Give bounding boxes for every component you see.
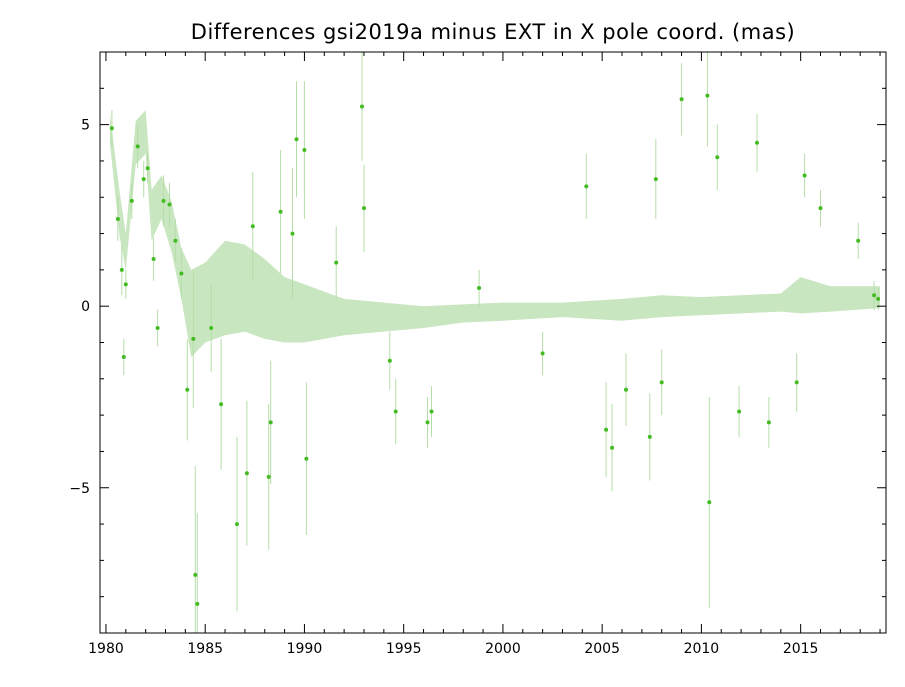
y-tick-label: −5 <box>69 481 90 497</box>
data-point <box>794 380 799 385</box>
plot-area <box>109 52 881 633</box>
data-point <box>818 206 823 211</box>
x-tick-label: 2000 <box>485 641 521 657</box>
data-point <box>266 474 271 479</box>
data-point <box>268 420 273 425</box>
data-point <box>155 326 160 330</box>
x-axis: 1980 1985 1990 1995 2000 2005 2010 2015 <box>88 52 881 657</box>
data-point <box>179 271 184 276</box>
data-point <box>429 409 434 414</box>
data-point <box>161 198 166 203</box>
data-point <box>610 445 615 450</box>
data-point <box>755 140 759 145</box>
data-point <box>802 173 807 178</box>
data-point <box>715 155 720 160</box>
data-point <box>707 500 712 505</box>
data-point <box>135 144 140 149</box>
x-tick-label: 2010 <box>684 641 720 657</box>
data-point <box>360 104 364 109</box>
data-point <box>647 434 652 439</box>
data-point <box>191 336 196 341</box>
x-tick-label: 1995 <box>386 641 422 657</box>
data-point <box>659 380 664 385</box>
data-point <box>129 198 134 203</box>
data-point <box>151 257 156 261</box>
data-point <box>705 93 710 98</box>
data-point <box>304 456 309 461</box>
y-tick-label: 0 <box>81 299 90 315</box>
x-tick-label: 2015 <box>783 641 819 657</box>
data-point <box>290 231 295 236</box>
data-point <box>219 402 224 407</box>
chart-title: Differences gsi2019a minus EXT in X pole… <box>191 20 795 44</box>
data-point <box>872 293 877 298</box>
data-point <box>173 238 178 243</box>
data-point <box>123 282 128 287</box>
data-point <box>145 166 150 171</box>
data-point <box>195 601 200 606</box>
data-point <box>294 137 299 142</box>
data-point <box>167 202 172 207</box>
data-point <box>679 97 684 102</box>
data-point <box>109 126 114 131</box>
data-point <box>115 217 120 221</box>
x-tick-label: 2005 <box>584 641 620 657</box>
data-point <box>393 409 398 414</box>
data-point <box>141 177 146 182</box>
data-point <box>278 209 283 214</box>
x-tick-label: 1985 <box>187 641 223 657</box>
data-point <box>362 206 366 211</box>
x-tick-label: 1990 <box>287 641 323 657</box>
data-point <box>477 286 482 290</box>
data-point <box>425 420 430 425</box>
data-point <box>235 522 239 527</box>
data-point <box>334 260 339 265</box>
data-point <box>624 387 628 392</box>
data-point <box>119 267 124 272</box>
data-point <box>244 471 249 476</box>
data-point <box>766 420 771 425</box>
data-point <box>193 572 198 577</box>
data-point <box>185 387 190 392</box>
data-point <box>121 355 126 359</box>
data-point <box>604 427 609 432</box>
data-point <box>856 238 861 243</box>
data-point <box>737 409 742 414</box>
data-point <box>540 351 545 356</box>
plot-frame <box>99 51 887 634</box>
data-point <box>876 296 881 301</box>
error-envelope <box>109 110 880 357</box>
data-point <box>653 177 658 182</box>
data-point <box>209 326 214 330</box>
data-point <box>584 184 589 189</box>
data-point <box>387 358 392 363</box>
y-tick-label: 5 <box>81 118 90 134</box>
data-point <box>302 148 307 152</box>
x-tick-label: 1980 <box>88 641 124 657</box>
data-point <box>250 224 255 229</box>
